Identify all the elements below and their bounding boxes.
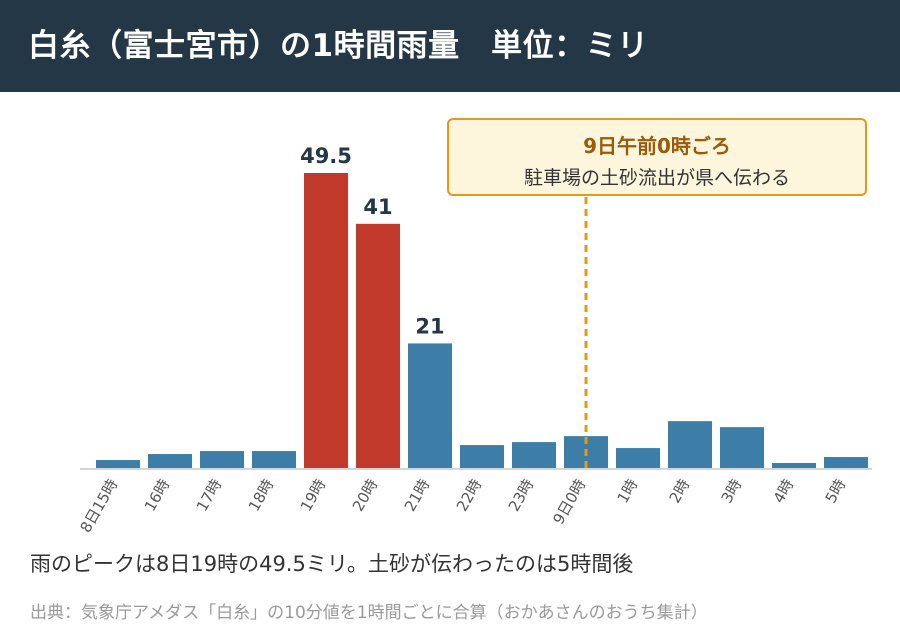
x-tick-label-2: 17時 [193,476,226,515]
bar-6 [408,343,452,469]
bar-5 [356,223,400,469]
x-tick-label-12: 3時 [718,476,746,506]
bar-2 [200,451,244,469]
x-tick-label-14: 5時 [822,476,850,506]
chart-summary: 雨のピークは8日19時の49.5ミリ。土砂が伝わったのは5時間後 [30,552,634,576]
x-tick-label-3: 18時 [245,476,278,515]
bar-4 [304,173,348,469]
bar-1 [148,454,192,469]
bar-8 [512,442,556,469]
chart-title: 白糸（富士宮市）の1時間雨量 単位：ミリ [28,28,649,64]
chart-source: 出典：気象庁アメダス「白糸」の10分値を1時間ごとに合算（おかあさんのおうち集計… [30,603,708,623]
x-tick-label-9: 9日0時 [549,476,589,528]
x-tick-label-11: 2時 [666,476,694,506]
x-tick-label-4: 19時 [297,476,330,515]
annotation-title: 9日午前0時ごろ [583,134,731,158]
bar-0 [96,460,140,469]
x-tick-label-0: 8日15時 [77,476,122,536]
x-tick-label-8: 23時 [505,476,538,515]
data-label-5: 41 [363,195,392,219]
x-tick-label-6: 21時 [401,476,434,515]
bar-13 [772,463,816,469]
x-tick-label-10: 1時 [614,476,642,506]
data-label-4: 49.5 [300,144,352,168]
x-tick-label-13: 4時 [770,476,798,506]
bar-12 [720,427,764,469]
annotation-text: 駐車場の土砂流出が県へ伝わる [523,167,790,189]
bar-14 [824,457,868,469]
bar-7 [460,445,504,469]
bar-11 [668,421,712,469]
x-tick-label-7: 22時 [453,476,486,515]
bar-10 [616,448,660,469]
chart-header: 白糸（富士宮市）の1時間雨量 単位：ミリ [0,0,900,92]
x-tick-label-1: 16時 [141,476,174,515]
bar-chart: 8日15時 16時 17時 18時 49.5 19時 41 20時 21 21時 22時 23時 9日0… [77,144,872,536]
bar-3 [252,451,296,469]
x-tick-label-5: 20時 [349,476,382,515]
data-label-6: 21 [415,314,444,338]
annotation-callout: 9日午前0時ごろ 駐車場の土砂流出が県へ伝わる [447,118,867,196]
